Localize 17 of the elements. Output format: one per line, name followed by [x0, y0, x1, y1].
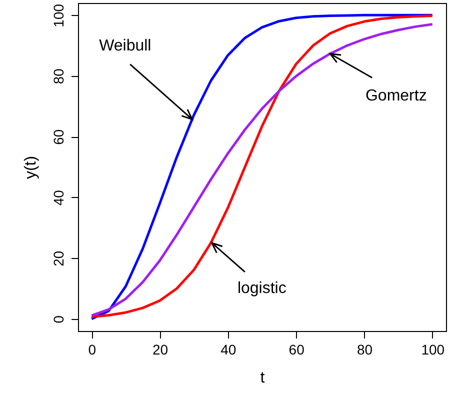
annotation: logistic	[237, 280, 286, 297]
y-axis-title: y(t)	[22, 156, 40, 180]
annotation: Weibull	[99, 37, 152, 54]
x-tick-label: 80	[356, 342, 373, 358]
x-tick-label: 0	[88, 342, 96, 358]
x-tick-label: 60	[288, 342, 305, 358]
y-tick-label: 100	[50, 4, 66, 28]
y-tick-label: 20	[50, 250, 66, 266]
annotation: Gomertz	[365, 88, 427, 105]
x-tick-label: 40	[220, 342, 236, 358]
x-tick-label: 100	[421, 342, 445, 358]
x-axis-title: t	[260, 370, 266, 386]
x-tick-label: 20	[152, 342, 168, 358]
y-tick-label: 80	[50, 68, 66, 84]
y-tick-label: 60	[50, 129, 66, 145]
y-tick-label: 40	[50, 190, 66, 206]
y-tick-label: 0	[50, 315, 66, 324]
